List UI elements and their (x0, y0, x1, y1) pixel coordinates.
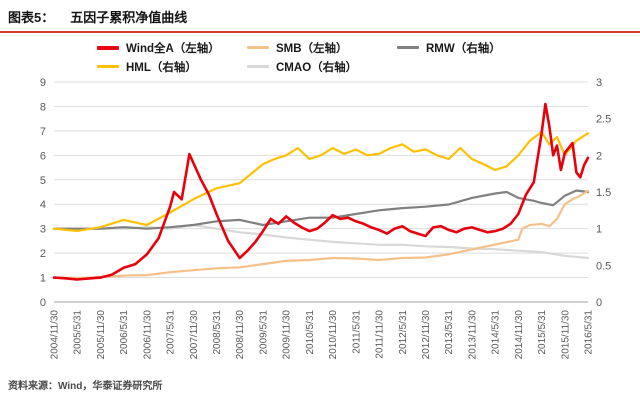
left-axis-tick-label: 7 (40, 126, 46, 138)
series-line-hml (52, 130, 590, 232)
right-axis-tick-label: 0.5 (596, 260, 611, 272)
x-axis-tick-label: 2005/5/31 (73, 310, 84, 355)
x-axis-tick-label: 2014/11/30 (514, 310, 525, 360)
legend-swatch-hml (97, 65, 119, 68)
legend-swatch-rmw (397, 46, 419, 49)
left-axis-tick-label: 9 (40, 77, 46, 89)
x-axis-tick-label: 2009/5/31 (258, 310, 269, 355)
left-axis-tick-label: 8 (40, 101, 46, 113)
left-axis-tick-label: 6 (40, 150, 46, 162)
line-chart: 0 1 2 3 4 5 6 7 8 9 0 0.5 1 1.5 2 2.5 3 2004/11/30 2005/5/… (40, 77, 611, 360)
x-axis-tick-label: 2005/11/30 (96, 310, 107, 360)
x-axis-tick-label: 2013/5/31 (444, 310, 455, 355)
legend-label: SMB（左轴） (276, 42, 348, 55)
right-axis-tick-label: 3 (596, 77, 602, 89)
legend-swatch-wind-quan-a (97, 45, 119, 50)
legend-item-cmao: CMAO（右轴） (247, 59, 397, 75)
x-axis-tick-label: 2014/5/31 (491, 310, 502, 355)
legend-row-2: HML（右轴） CMAO（右轴） (97, 57, 640, 76)
x-axis-tick-label: 2012/5/31 (398, 310, 409, 355)
legend-label: Wind全A（左轴） (126, 42, 220, 55)
right-axis-tick-label: 1 (596, 224, 602, 236)
x-axis-tick-label: 2008/11/30 (235, 310, 246, 360)
left-axis-tick-label: 0 (40, 297, 46, 309)
legend-label: CMAO（右轴） (276, 61, 358, 74)
right-axis-tick-label: 0 (596, 297, 602, 309)
figure-title: 五因子累积净值曲线 (70, 10, 188, 25)
legend-item-rmw: RMW（右轴） (397, 40, 547, 56)
left-axis-tick-label: 5 (40, 175, 46, 187)
x-axis-tick-label: 2013/11/30 (467, 310, 478, 360)
x-axis-tick-label: 2016/5/31 (584, 310, 595, 355)
legend-item-smb: SMB（左轴） (247, 40, 397, 56)
figure-label: 图表5： (8, 10, 55, 25)
x-axis-tick-label: 2004/11/30 (50, 310, 61, 360)
left-axis-tick-label: 4 (40, 199, 46, 211)
legend-swatch-smb (247, 46, 269, 49)
x-axis-tick-label: 2009/11/30 (282, 310, 293, 360)
series-line-wind-quan-a (52, 102, 590, 281)
left-axis-tick-label: 1 (40, 273, 46, 285)
left-axis-tick-label: 3 (40, 224, 46, 236)
figure-header: 图表5： 五因子累积净值曲线 (0, 0, 640, 33)
legend-label: HML（右轴） (126, 61, 197, 74)
right-axis-tick-label: 2 (596, 150, 602, 162)
series-line-rmw (52, 189, 590, 230)
left-axis-tick-label: 2 (40, 248, 46, 260)
x-axis-tick-label: 2011/11/30 (375, 310, 386, 359)
series-line-smb (52, 189, 590, 280)
right-axis-tick-label: 1.5 (596, 187, 611, 199)
x-axis-tick-label: 2008/5/31 (212, 310, 223, 355)
x-axis-tick-label: 2011/5/31 (351, 310, 362, 354)
legend-label: RMW（右轴） (426, 42, 501, 55)
x-axis-tick-label: 2010/11/30 (328, 310, 339, 360)
legend-item-wind-quan-a: Wind全A（左轴） (97, 40, 247, 56)
x-axis-tick-label: 2006/11/30 (142, 310, 153, 360)
x-axis-tick-label: 2015/5/31 (537, 310, 548, 355)
x-axis-tick-label: 2010/5/31 (305, 310, 316, 355)
legend-item-hml: HML（右轴） (97, 59, 247, 75)
source-note: 资料来源：Wind，华泰证券研究所 (8, 381, 163, 392)
right-axis-tick-label: 2.5 (596, 114, 611, 126)
legend-row-1: Wind全A（左轴） SMB（左轴） RMW（右轴） (97, 38, 640, 57)
x-axis-tick-label: 2012/11/30 (421, 310, 432, 360)
x-axis-tick-label: 2015/11/30 (560, 310, 571, 360)
legend-swatch-cmao (247, 65, 269, 68)
report-figure: 图表5： 五因子累积净值曲线 Wind全A（左轴） SMB（左轴） RMW（右轴） … (0, 0, 640, 392)
x-axis-tick-label: 2007/11/30 (189, 310, 200, 360)
chart-legend: Wind全A（左轴） SMB（左轴） RMW（右轴） HML（右轴） CMAO（右轴） (0, 33, 640, 76)
x-axis-tick-label: 2006/5/31 (119, 310, 130, 355)
x-axis-tick-label: 2007/5/31 (166, 310, 177, 355)
